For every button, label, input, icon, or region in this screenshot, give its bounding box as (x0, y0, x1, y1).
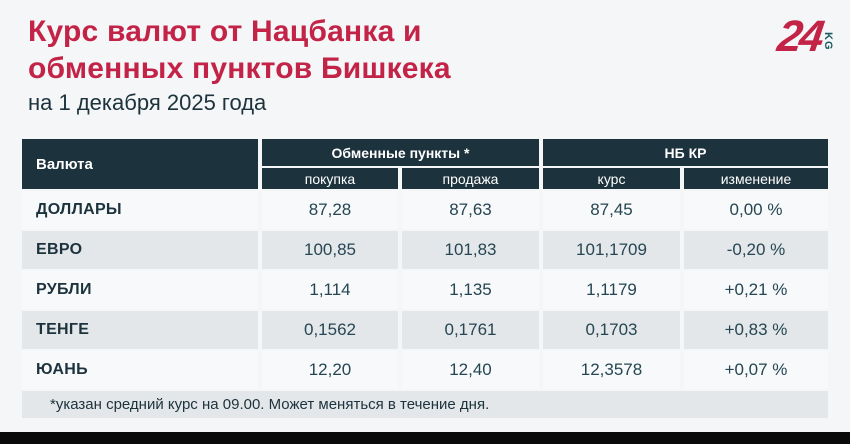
footnote: *указан средний курс на 09.00. Может мен… (22, 391, 828, 418)
page-title: Курс валют от Нацбанка и обменных пункто… (28, 14, 451, 87)
table-row-rubles-change: +0,21 % (684, 271, 828, 309)
table-row-euro-name: ЕВРО (22, 231, 258, 269)
table-row-tenge-change: +0,83 % (684, 311, 828, 349)
table-row-euro-change: -0,20 % (684, 231, 828, 269)
header-sub-buy: покупка (262, 168, 398, 189)
exchange-rate-table: Валюта Обменные пункты * НБ КР покупка п… (22, 139, 828, 418)
table-row-tenge-rate: 0,1703 (543, 311, 680, 349)
header-group-exchange-offices: Обменные пункты * (262, 139, 539, 166)
table-row-yuan-buy: 12,20 (262, 351, 398, 389)
table-row-rubles-sell: 1,135 (402, 271, 539, 309)
table-row-dollars-sell: 87,63 (402, 191, 539, 229)
header-sub-change: изменение (684, 168, 828, 189)
table-row-yuan-sell: 12,40 (402, 351, 539, 389)
brand-logo-24kg: 24 KG (774, 12, 834, 61)
table-row-rubles-name: РУБЛИ (22, 271, 258, 309)
table-row-dollars-buy: 87,28 (262, 191, 398, 229)
table-row-yuan-rate: 12,3578 (543, 351, 680, 389)
date-subtitle: на 1 декабря 2025 года (28, 90, 267, 115)
header-group-national-bank: НБ КР (543, 139, 828, 166)
table-row-yuan-name: ЮАНЬ (22, 351, 258, 389)
table-row-tenge-name: ТЕНГЕ (22, 311, 258, 349)
table-row-euro-buy: 100,85 (262, 231, 398, 269)
header-sub-rate: курс (543, 168, 680, 189)
table-row-tenge-sell: 0,1761 (402, 311, 539, 349)
table-row-dollars-name: ДОЛЛАРЫ (22, 191, 258, 229)
table-row-rubles-buy: 1,114 (262, 271, 398, 309)
table-row-dollars-rate: 87,45 (543, 191, 680, 229)
header-currency: Валюта (22, 139, 258, 189)
bottom-black-bar (0, 432, 850, 444)
page-title-line2: обменных пунктов Бишкека (28, 51, 451, 85)
table-row-yuan-change: +0,07 % (684, 351, 828, 389)
table-row-tenge-buy: 0,1562 (262, 311, 398, 349)
table-row-dollars-change: 0,00 % (684, 191, 828, 229)
table-row-euro-sell: 101,83 (402, 231, 539, 269)
table-row-rubles-rate: 1,1179 (543, 271, 680, 309)
logo-24-mark: 24 (774, 12, 825, 61)
page-title-line1: Курс валют от Нацбанка и (28, 15, 422, 48)
table-row-euro-rate: 101,1709 (543, 231, 680, 269)
header-sub-sell: продажа (402, 168, 539, 189)
logo-kg-suffix: KG (822, 32, 834, 51)
